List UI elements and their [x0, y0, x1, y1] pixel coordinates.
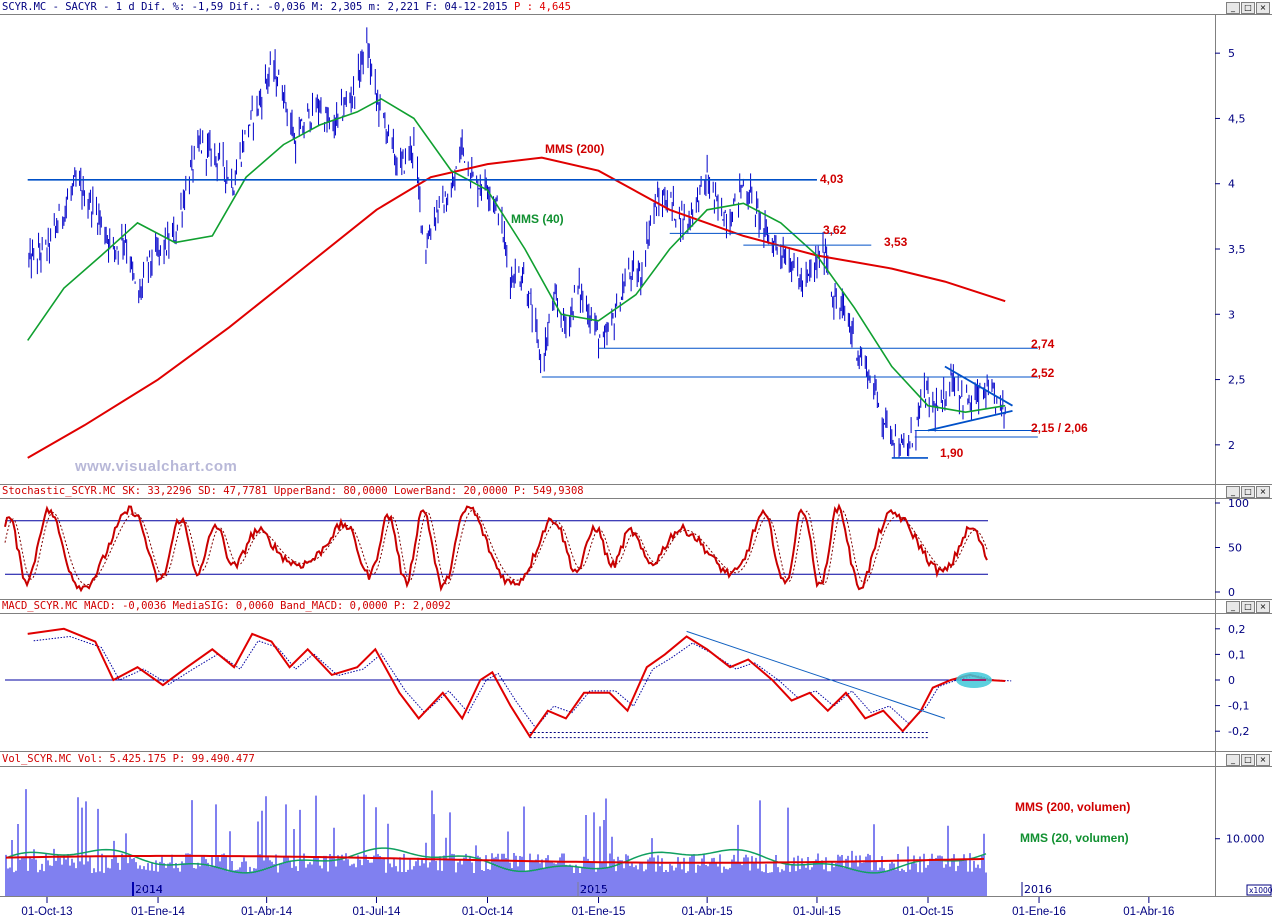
price-y-tick-label: 5 — [1228, 47, 1235, 60]
macd-y-tick-label: 0 — [1228, 674, 1235, 687]
multiplier-label: x1000 — [1249, 886, 1272, 895]
year-label: 2016 — [1024, 883, 1052, 896]
x-axis: 01-Oct-13 01-Ene-14 01-Abr-14 01-Jul-14 01-O… — [21, 897, 1174, 917]
level-label-362: 3,62 — [823, 223, 847, 237]
mms200-line — [27, 156, 1006, 459]
close-icon[interactable]: × — [1256, 601, 1270, 613]
level-label-353: 3,53 — [884, 235, 908, 249]
price-p-label: P : 4,645 — [514, 1, 571, 13]
vol-y-tick-label: 10.000 — [1226, 833, 1265, 846]
price-y-tick-label: 3 — [1228, 308, 1235, 321]
x-tick-label: 01-Abr-16 — [1123, 906, 1174, 917]
macd-y-tick-label: 0,2 — [1228, 623, 1246, 636]
macd-y-tick-label: -0,1 — [1228, 700, 1249, 713]
level-label-403: 4,03 — [820, 172, 844, 186]
stoch-y-tick-label: 100 — [1228, 497, 1249, 510]
price-y-tick-label: 4,5 — [1228, 112, 1246, 125]
stochastic-panel[interactable]: 100 50 0 — [4, 497, 1249, 599]
level-label-274: 2,74 — [1031, 337, 1055, 351]
price-y-tick-label: 4 — [1228, 178, 1235, 191]
restore-icon[interactable]: □ — [1241, 2, 1255, 14]
macd-window-buttons: _ □ × — [1226, 601, 1270, 613]
macd-header: MACD_SCYR.MC MACD: -0,0036 MediaSIG: 0,0… — [2, 600, 451, 612]
mms200-label: MMS (200) — [545, 142, 604, 156]
x-tick-label: 01-Ene-16 — [1012, 906, 1066, 917]
multiplier-box — [1246, 884, 1272, 896]
price-y-tick-label: 2 — [1228, 439, 1235, 452]
minimize-icon[interactable]: _ — [1226, 2, 1240, 14]
x-tick-label: 01-Jul-14 — [352, 906, 401, 917]
vol-mms200-label: MMS (200, volumen) — [1015, 800, 1130, 814]
year-label: 2014 — [135, 883, 163, 896]
triangle-upper-line — [944, 365, 1013, 407]
vol-mms200-line — [5, 854, 985, 864]
x-tick-label: 01-Ene-15 — [572, 906, 626, 917]
watermark: www.visualchart.com — [75, 458, 238, 475]
restore-icon[interactable]: □ — [1241, 754, 1255, 766]
price-bars — [28, 27, 1006, 459]
stochastic-header: Stochastic_SCYR.MC SK: 33,2296 SD: 47,77… — [2, 485, 584, 497]
volume-panel[interactable]: 10.000 MMS (200, volumen) MMS (20, volumen… — [5, 789, 1272, 896]
level-label-215-206: 2,15 / 2,06 — [1031, 421, 1088, 435]
macd-panel[interactable]: 0,2 0,1 0 -0,1 -0,2 — [5, 623, 1249, 738]
x-tick-label: 01-Ene-14 — [131, 906, 185, 917]
level-label-252: 2,52 — [1031, 366, 1055, 380]
minimize-icon[interactable]: _ — [1226, 754, 1240, 766]
x-tick-label: 01-Abr-15 — [682, 906, 733, 917]
x-tick-label: 01-Oct-15 — [902, 906, 953, 917]
symbol-label: SCYR.MC - SACYR - — [2, 1, 110, 13]
price-y-tick-label: 3,5 — [1228, 243, 1246, 256]
level-lines — [27, 179, 1038, 459]
stoch-y-tick-label: 50 — [1228, 542, 1242, 555]
x-tick-label: 01-Abr-14 — [241, 906, 293, 917]
minimize-icon[interactable]: _ — [1226, 486, 1240, 498]
macd-line — [27, 627, 1006, 739]
close-icon[interactable]: × — [1256, 2, 1270, 14]
vol-mms20-line — [5, 847, 987, 874]
vol-mms20-label: MMS (20, volumen) — [1020, 831, 1129, 845]
price-window-buttons: _ □ × — [1226, 2, 1270, 14]
close-icon[interactable]: × — [1256, 486, 1270, 498]
x-tick-label: 01-Jul-15 — [793, 906, 841, 917]
stochastic-window-buttons: _ □ × — [1226, 486, 1270, 498]
macd-signal-line — [33, 635, 1012, 729]
stoch-sd-line — [4, 509, 988, 586]
price-header: SCYR.MC - SACYR - 1 d Dif. %: -1,59 Dif.… — [2, 0, 571, 14]
x-tick-label: 01-Oct-13 — [21, 906, 72, 917]
macd-y-tick-label: 0,1 — [1228, 648, 1246, 661]
volume-header: Vol_SCYR.MC Vol: 5.425.175 P: 99.490.477 — [2, 753, 255, 765]
triangle-lower-line — [927, 410, 1013, 432]
mms40-line — [27, 97, 1006, 414]
macd-y-tick-label: -0,2 — [1228, 725, 1249, 738]
price-details: 1 d Dif. %: -1,59 Dif.: -0,036 M: 2,305 … — [109, 1, 515, 13]
year-label: 2015 — [580, 883, 608, 896]
restore-icon[interactable]: □ — [1241, 486, 1255, 498]
macd-trendline — [686, 630, 946, 719]
close-icon[interactable]: × — [1256, 754, 1270, 766]
restore-icon[interactable]: □ — [1241, 601, 1255, 613]
level-label-190: 1,90 — [940, 446, 964, 460]
x-tick-label: 01-Oct-14 — [462, 906, 514, 917]
mms40-label: MMS (40) — [511, 212, 564, 226]
stoch-y-tick-label: 0 — [1228, 586, 1235, 599]
minimize-icon[interactable]: _ — [1226, 601, 1240, 613]
stoch-sk-line — [4, 503, 988, 593]
price-y-tick-label: 2,5 — [1228, 374, 1246, 387]
price-y-axis: 5 4,5 4 3,5 3 2,5 2 — [1215, 47, 1246, 452]
volume-window-buttons: _ □ × — [1226, 754, 1270, 766]
